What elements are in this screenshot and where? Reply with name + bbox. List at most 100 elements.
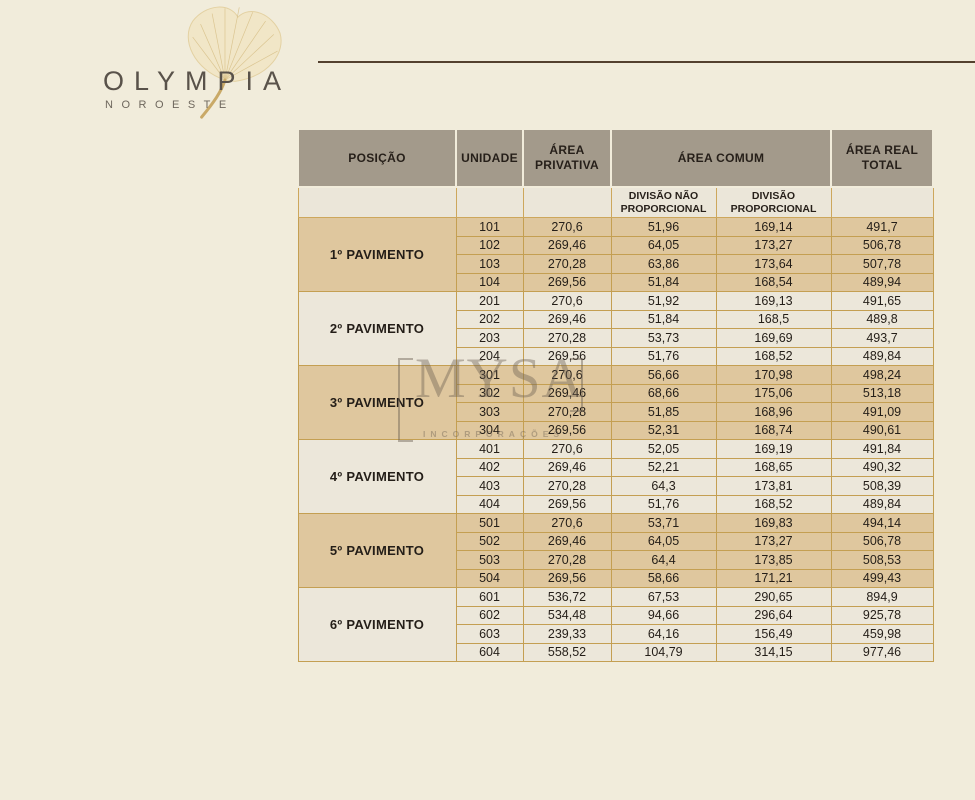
area-real-total-cell: 490,61 bbox=[830, 420, 934, 440]
divisao-nao-proporcional-cell: 53,73 bbox=[610, 328, 717, 348]
table-row: 203 270,28 53,73 169,69 493,7 bbox=[298, 328, 934, 348]
table-row: 3º PAVIMENTO 301 270,6 56,66 170,98 498,24 bbox=[297, 365, 934, 440]
area-real-total-cell: 508,39 bbox=[830, 476, 934, 496]
table-row: 5º PAVIMENTO 501 270,6 53,71 169,83 494,14 bbox=[297, 513, 934, 588]
area-privativa-cell: 270,28 bbox=[522, 254, 612, 274]
area-privativa-cell: 270,28 bbox=[522, 402, 612, 422]
divisao-proporcional-cell: 169,19 bbox=[715, 439, 832, 459]
area-privativa-cell: 269,46 bbox=[522, 309, 612, 329]
unidade-cell: 202 bbox=[455, 309, 524, 329]
area-privativa-cell: 269,56 bbox=[522, 494, 612, 514]
divisao-nao-proporcional-cell: 53,71 bbox=[610, 513, 717, 533]
divisao-proporcional-cell: 171,21 bbox=[715, 568, 832, 588]
unidade-cell: 604 bbox=[455, 642, 524, 662]
area-real-total-cell: 977,46 bbox=[830, 642, 934, 662]
unidade-cell: 401 bbox=[455, 439, 524, 459]
unidade-cell: 302 bbox=[455, 383, 524, 403]
area-real-total-cell: 491,84 bbox=[830, 439, 934, 459]
table-row: 204 269,56 51,76 168,52 489,84 bbox=[298, 346, 934, 366]
subheader-empty-area-privativa bbox=[522, 186, 612, 218]
area-privativa-cell: 270,6 bbox=[522, 217, 612, 237]
area-real-total-cell: 489,94 bbox=[830, 272, 934, 292]
header-divider-line bbox=[318, 61, 975, 63]
unidade-cell: 603 bbox=[455, 624, 524, 644]
area-real-total-cell: 490,32 bbox=[830, 457, 934, 477]
unidade-cell: 403 bbox=[455, 476, 524, 496]
logo: OLYMPIA NOROESTE bbox=[95, 0, 315, 130]
area-real-total-cell: 507,78 bbox=[830, 254, 934, 274]
col-header-area-comum: ÁREA COMUM bbox=[610, 130, 832, 188]
divisao-proporcional-cell: 168,54 bbox=[715, 272, 832, 292]
table-row: 202 269,46 51,84 168,5 489,8 bbox=[298, 309, 934, 329]
unidade-cell: 303 bbox=[455, 402, 524, 422]
divisao-proporcional-cell: 173,85 bbox=[715, 550, 832, 570]
area-table: POSIÇÃO UNIDADE ÁREA PRIVATIVA ÁREA COMU… bbox=[297, 130, 934, 662]
divisao-proporcional-cell: 296,64 bbox=[715, 605, 832, 625]
area-real-total-cell: 506,78 bbox=[830, 235, 934, 255]
table-row: 403 270,28 64,3 173,81 508,39 bbox=[298, 476, 934, 496]
table-row: 103 270,28 63,86 173,64 507,78 bbox=[298, 254, 934, 274]
unidade-cell: 103 bbox=[455, 254, 524, 274]
area-privativa-cell: 269,46 bbox=[522, 531, 612, 551]
col-header-unidade: UNIDADE bbox=[455, 130, 524, 188]
area-privativa-cell: 270,6 bbox=[522, 439, 612, 459]
area-privativa-cell: 269,46 bbox=[522, 235, 612, 255]
ginkgo-leaf-icon bbox=[187, 6, 282, 119]
divisao-nao-proporcional-cell: 58,66 bbox=[610, 568, 717, 588]
table-row: 4º PAVIMENTO 401 270,6 52,05 169,19 491,84 bbox=[297, 439, 934, 514]
table-row: 603 239,33 64,16 156,49 459,98 bbox=[298, 624, 934, 644]
area-privativa-cell: 534,48 bbox=[522, 605, 612, 625]
divisao-nao-proporcional-cell: 64,3 bbox=[610, 476, 717, 496]
unidade-cell: 501 bbox=[455, 513, 524, 533]
area-real-total-cell: 506,78 bbox=[830, 531, 934, 551]
area-privativa-cell: 558,52 bbox=[522, 642, 612, 662]
table-row: 504 269,56 58,66 171,21 499,43 bbox=[298, 568, 934, 588]
area-privativa-cell: 270,28 bbox=[522, 328, 612, 348]
divisao-nao-proporcional-cell: 64,05 bbox=[610, 235, 717, 255]
area-real-total-cell: 499,43 bbox=[830, 568, 934, 588]
unidade-cell: 304 bbox=[455, 420, 524, 440]
col-header-divisao-proporcional: DIVISÃO PROPORCIONAL bbox=[715, 186, 832, 218]
divisao-proporcional-cell: 290,65 bbox=[715, 587, 832, 607]
divisao-nao-proporcional-cell: 51,84 bbox=[610, 309, 717, 329]
area-privativa-cell: 269,56 bbox=[522, 420, 612, 440]
unidade-cell: 504 bbox=[455, 568, 524, 588]
col-header-divisao-nao-proporcional: DIVISÃO NÃO PROPORCIONAL bbox=[610, 186, 717, 218]
unidade-cell: 204 bbox=[455, 346, 524, 366]
divisao-proporcional-cell: 168,65 bbox=[715, 457, 832, 477]
unidade-cell: 503 bbox=[455, 550, 524, 570]
table-row: 102 269,46 64,05 173,27 506,78 bbox=[298, 235, 934, 255]
table-row: 604 558,52 104,79 314,15 977,46 bbox=[298, 642, 934, 662]
divisao-proporcional-cell: 173,64 bbox=[715, 254, 832, 274]
area-privativa-cell: 269,46 bbox=[522, 457, 612, 477]
divisao-proporcional-cell: 156,49 bbox=[715, 624, 832, 644]
unidade-cell: 101 bbox=[455, 217, 524, 237]
table-row: 502 269,46 64,05 173,27 506,78 bbox=[298, 531, 934, 551]
subheader-empty-area-real-total bbox=[830, 186, 934, 218]
area-real-total-cell: 513,18 bbox=[830, 383, 934, 403]
divisao-proporcional-cell: 168,52 bbox=[715, 346, 832, 366]
divisao-proporcional-cell: 175,06 bbox=[715, 383, 832, 403]
divisao-nao-proporcional-cell: 94,66 bbox=[610, 605, 717, 625]
divisao-proporcional-cell: 170,98 bbox=[715, 365, 832, 385]
area-real-total-cell: 489,84 bbox=[830, 346, 934, 366]
divisao-nao-proporcional-cell: 51,84 bbox=[610, 272, 717, 292]
area-real-total-cell: 491,65 bbox=[830, 291, 934, 311]
divisao-nao-proporcional-cell: 51,92 bbox=[610, 291, 717, 311]
area-real-total-cell: 494,14 bbox=[830, 513, 934, 533]
table-row: 503 270,28 64,4 173,85 508,53 bbox=[298, 550, 934, 570]
divisao-nao-proporcional-cell: 51,76 bbox=[610, 494, 717, 514]
logo-subtitle: NOROESTE bbox=[105, 99, 235, 111]
divisao-nao-proporcional-cell: 52,05 bbox=[610, 439, 717, 459]
divisao-nao-proporcional-cell: 64,4 bbox=[610, 550, 717, 570]
area-real-total-cell: 498,24 bbox=[830, 365, 934, 385]
posicao-cell: 1º PAVIMENTO bbox=[297, 217, 457, 292]
divisao-nao-proporcional-cell: 64,16 bbox=[610, 624, 717, 644]
divisao-nao-proporcional-cell: 56,66 bbox=[610, 365, 717, 385]
area-privativa-cell: 270,28 bbox=[522, 476, 612, 496]
table-row: 6º PAVIMENTO 601 536,72 67,53 290,65 894,9 bbox=[297, 587, 934, 662]
area-real-total-cell: 491,7 bbox=[830, 217, 934, 237]
divisao-proporcional-cell: 168,74 bbox=[715, 420, 832, 440]
col-header-area-real-total: ÁREA REAL TOTAL bbox=[830, 130, 934, 188]
table-row: 402 269,46 52,21 168,65 490,32 bbox=[298, 457, 934, 477]
